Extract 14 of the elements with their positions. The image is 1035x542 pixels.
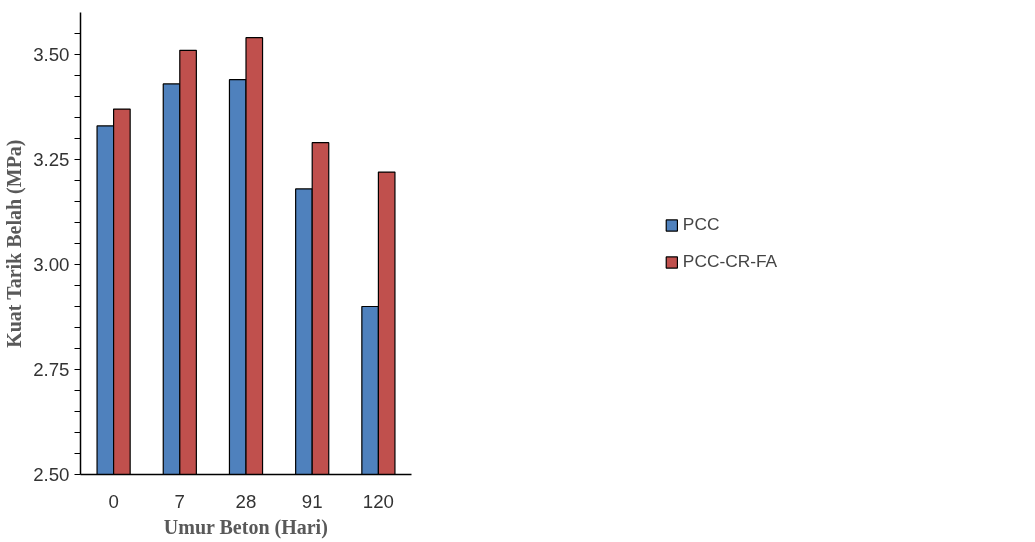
- y-tick-label: 2.75: [33, 359, 70, 380]
- legend-label: PCC-CR-FA: [682, 251, 778, 272]
- x-tick-label: 28: [235, 490, 257, 512]
- y-axis-title: Kuat Tarik Belah (MPa): [3, 139, 27, 348]
- x-tick-label: 0: [108, 490, 119, 512]
- y-tick-label: 2.50: [33, 464, 70, 485]
- x-tick-label: 91: [301, 490, 323, 512]
- legend-label: PCC: [682, 214, 720, 235]
- y-tick-label: 3.00: [33, 254, 70, 275]
- x-tick-label: 7: [174, 490, 185, 512]
- x-tick-label: 120: [362, 490, 394, 512]
- x-axis-title: Umur Beton (Hari): [163, 515, 328, 539]
- y-tick-label: 3.50: [33, 44, 70, 65]
- y-tick-label: 3.25: [33, 149, 70, 170]
